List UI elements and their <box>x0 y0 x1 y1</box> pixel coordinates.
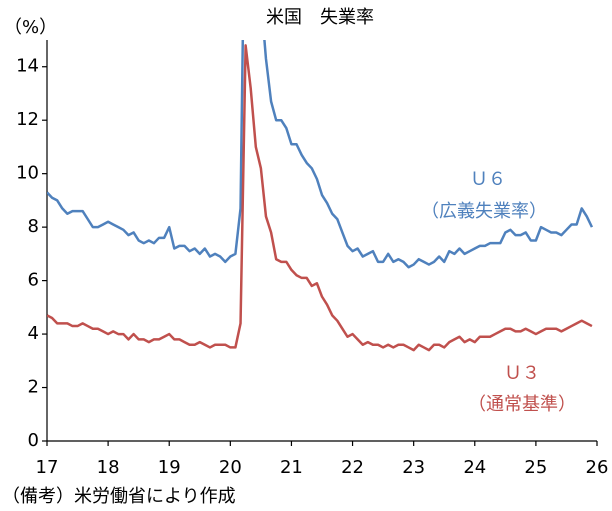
y-tick-label: 10 <box>16 163 39 184</box>
y-unit: （%） <box>4 17 57 38</box>
x-tick-label: 22 <box>341 457 364 478</box>
x-tick-label: 24 <box>463 457 486 478</box>
y-tick-label: 14 <box>16 56 39 77</box>
plot-area <box>47 40 594 352</box>
y-tick-label: 0 <box>28 430 39 451</box>
x-tick-label: 26 <box>586 457 609 478</box>
x-tick-label: 25 <box>524 457 547 478</box>
y-tick-label: 6 <box>28 270 39 291</box>
x-tick-label: 21 <box>280 457 303 478</box>
y-tick-label: 12 <box>16 109 39 130</box>
annotation: Ｕ３ <box>504 363 540 384</box>
chart-title: 米国 失業率 <box>266 7 374 28</box>
annotation: （広義失業率） <box>421 201 547 222</box>
annotation: （通常基準） <box>468 394 576 415</box>
y-tick-label: 8 <box>28 216 39 237</box>
y-tick-label: 4 <box>28 323 39 344</box>
x-tick-label: 20 <box>219 457 242 478</box>
y-tick-label: 2 <box>28 377 39 398</box>
series-line <box>47 44 593 352</box>
annotation: Ｕ６ <box>470 169 506 190</box>
x-tick-label: 23 <box>402 457 425 478</box>
series-line <box>47 40 594 269</box>
x-tick-label: 17 <box>36 457 59 478</box>
x-tick-label: 18 <box>97 457 120 478</box>
note: （備考）米労働省により作成 <box>2 486 236 507</box>
x-tick-label: 19 <box>158 457 181 478</box>
